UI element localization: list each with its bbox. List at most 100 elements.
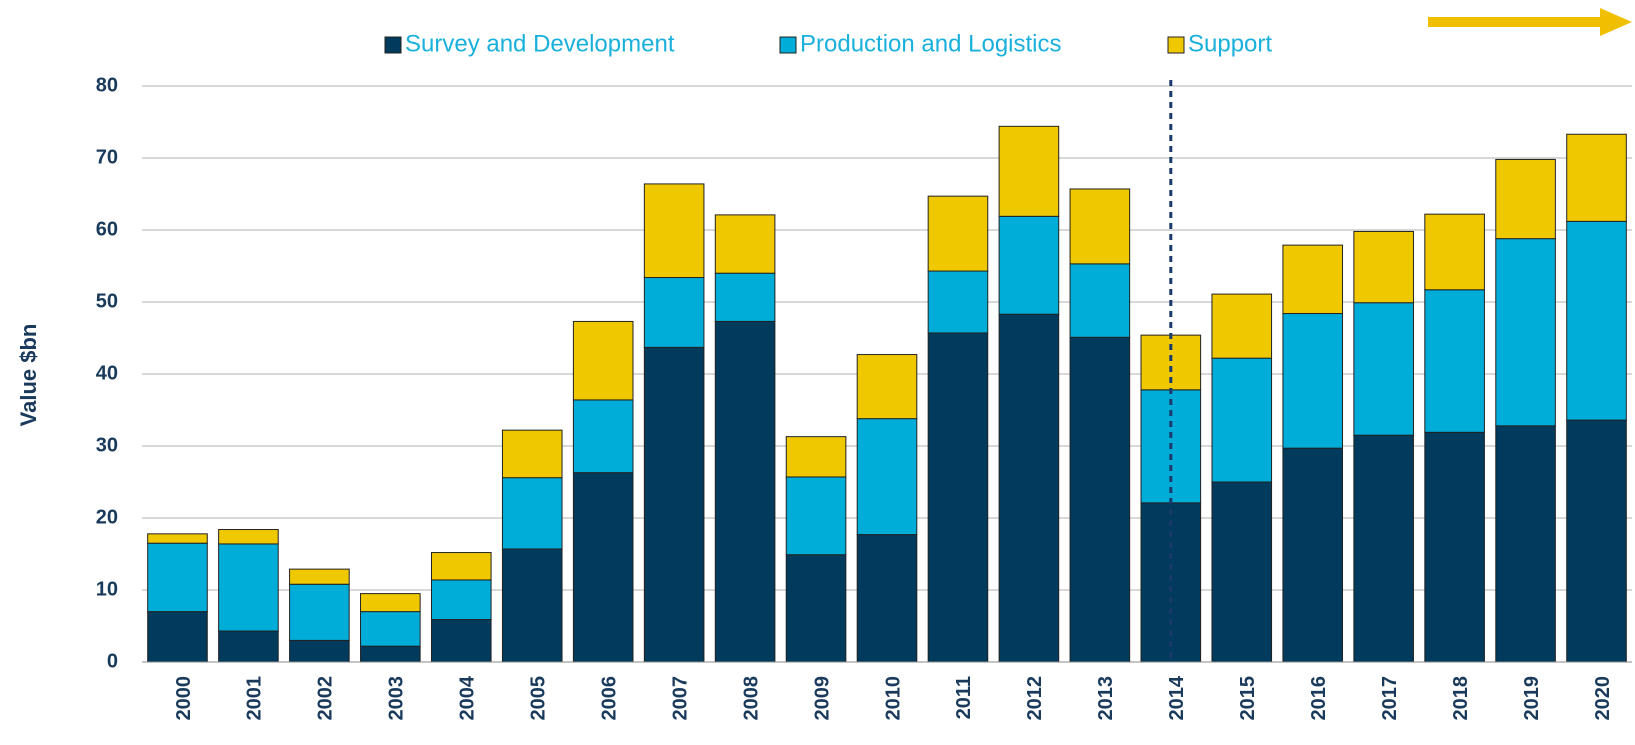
legend-swatch — [779, 36, 797, 54]
bar-segment — [1424, 431, 1485, 663]
x-tick-label: 2016 — [1308, 676, 1330, 721]
bar-segment — [1495, 238, 1556, 427]
bar-segment — [1495, 158, 1556, 240]
bar-segment — [643, 346, 705, 663]
bar-segment — [1424, 213, 1485, 291]
bar-segment — [1211, 293, 1273, 359]
x-tick-label: 2002 — [315, 676, 337, 721]
bar-segment — [1353, 302, 1414, 436]
bar-segment — [856, 418, 918, 536]
bar-segment — [856, 354, 918, 420]
legend-label: Support — [1188, 30, 1272, 57]
bar-segment — [643, 277, 705, 348]
bar-segment — [1069, 336, 1131, 663]
x-tick-label: 2011 — [953, 676, 975, 719]
bar-segment — [714, 320, 776, 663]
legend-swatch — [1167, 36, 1185, 54]
arrow-head — [1600, 8, 1632, 36]
bar-segment — [1069, 188, 1131, 265]
x-tick-label: 2014 — [1166, 675, 1188, 720]
bar-segment — [218, 630, 279, 663]
y-tick-label: 0 — [107, 650, 118, 672]
x-tick-label: 2017 — [1379, 676, 1401, 721]
x-tick-label: 2015 — [1237, 676, 1259, 721]
bar-segment — [147, 533, 208, 544]
bar-segment — [927, 332, 989, 663]
bar-segment — [218, 529, 279, 545]
bar-segment — [1069, 263, 1131, 338]
bar-segment — [430, 619, 492, 663]
bar-segment — [289, 639, 350, 663]
x-tick-label: 2005 — [528, 676, 550, 721]
bar-segment — [643, 183, 705, 279]
x-tick-label: 2004 — [457, 675, 479, 720]
bar-segment — [1353, 434, 1414, 663]
bar-segment — [572, 472, 634, 663]
x-tick-label: 2000 — [173, 676, 195, 721]
y-tick-label: 80 — [96, 74, 118, 96]
x-tick-label: 2010 — [882, 676, 904, 721]
x-tick-label: 2013 — [1095, 676, 1117, 721]
bar-segment — [714, 214, 776, 274]
bar-segment — [147, 542, 208, 613]
y-axis-label: Value $bn — [16, 324, 41, 427]
y-tick-label: 10 — [96, 578, 118, 600]
bar-segment — [360, 645, 421, 663]
x-tick-label: 2012 — [1024, 676, 1046, 721]
bar-segment — [1282, 447, 1344, 663]
bar-segment — [1424, 289, 1485, 433]
bar-segment — [714, 272, 776, 322]
x-tick-label: 2019 — [1521, 676, 1543, 721]
y-tick-label: 70 — [96, 146, 118, 168]
bar-segment — [1495, 425, 1556, 663]
bar-segment — [572, 320, 634, 401]
bar-segment — [1566, 419, 1627, 663]
bar-segment — [856, 534, 918, 663]
bar-segment — [785, 436, 847, 478]
bar-segment — [927, 195, 989, 272]
bar-segment — [289, 568, 350, 585]
bar-segment — [1282, 313, 1344, 449]
bar-segment — [998, 125, 1060, 217]
bar-segment — [572, 399, 634, 474]
bar-segment — [1353, 230, 1414, 304]
bar-segment — [1566, 220, 1627, 421]
bar-segment — [998, 215, 1060, 315]
bar-segment — [998, 313, 1060, 663]
x-tick-label: 2007 — [669, 676, 691, 721]
bar-segment — [785, 476, 847, 556]
bar-segment — [430, 579, 492, 621]
bar-segment — [430, 552, 492, 581]
bar-segment — [1566, 133, 1627, 222]
y-tick-label: 20 — [96, 506, 118, 528]
y-tick-label: 40 — [96, 362, 118, 384]
bar-segment — [501, 477, 563, 550]
bar-segment — [1211, 481, 1273, 663]
bar-segment — [147, 611, 208, 663]
legend-label: Survey and Development — [405, 30, 675, 57]
x-tick-label: 2001 — [244, 676, 266, 721]
x-tick-label: 2006 — [598, 676, 620, 721]
legend-label: Production and Logistics — [800, 30, 1062, 57]
bar-segment — [501, 429, 563, 479]
bar-segment — [289, 583, 350, 641]
x-tick-label: 2020 — [1592, 676, 1614, 721]
x-tick-label: 2003 — [386, 676, 408, 721]
bar-segment — [360, 593, 421, 613]
bar-segment — [360, 611, 421, 647]
x-tick-label: 2018 — [1450, 676, 1472, 721]
bar-segment — [1140, 502, 1202, 663]
legend-swatch — [384, 36, 402, 54]
bar-segment — [1211, 357, 1273, 483]
y-tick-label: 30 — [96, 434, 118, 456]
bar-segment — [785, 554, 847, 663]
y-tick-label: 60 — [96, 218, 118, 240]
bar-segment — [218, 543, 279, 632]
x-tick-label: 2009 — [811, 676, 833, 721]
bar-segment — [927, 270, 989, 334]
y-tick-label: 50 — [96, 290, 118, 312]
x-tick-label: 2008 — [740, 676, 762, 721]
bar-segment — [1282, 244, 1344, 315]
bar-segment — [501, 548, 563, 663]
